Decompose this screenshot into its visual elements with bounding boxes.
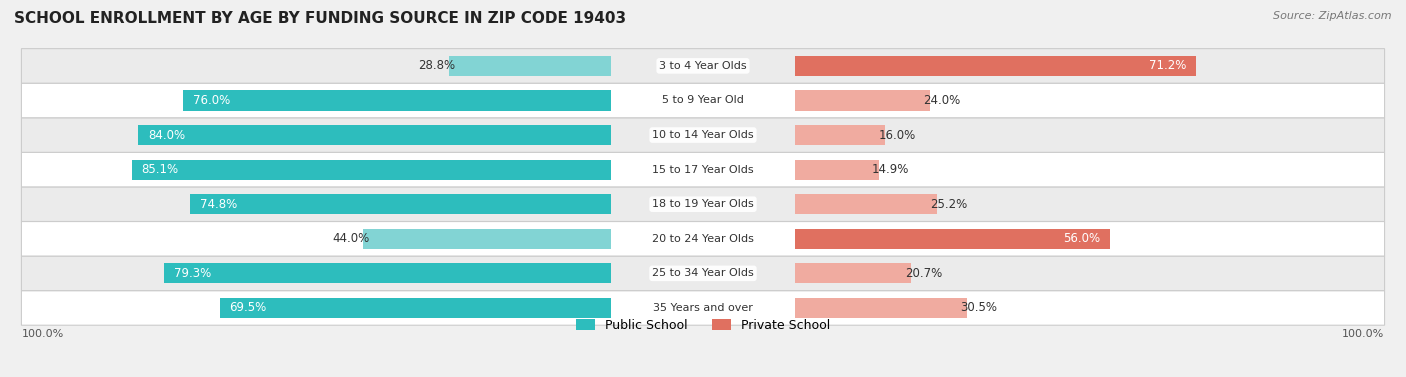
Text: 74.8%: 74.8% xyxy=(200,198,236,211)
Text: 28.8%: 28.8% xyxy=(419,60,456,72)
FancyBboxPatch shape xyxy=(21,118,1385,152)
Text: 85.1%: 85.1% xyxy=(142,163,179,176)
Text: 25 to 34 Year Olds: 25 to 34 Year Olds xyxy=(652,268,754,278)
Bar xyxy=(183,90,612,110)
Text: 20 to 24 Year Olds: 20 to 24 Year Olds xyxy=(652,234,754,244)
Text: 35 Years and over: 35 Years and over xyxy=(652,303,754,313)
FancyBboxPatch shape xyxy=(21,152,1385,187)
Bar xyxy=(794,159,879,180)
FancyBboxPatch shape xyxy=(21,83,1385,118)
Bar xyxy=(794,298,966,318)
Text: 84.0%: 84.0% xyxy=(148,129,184,141)
Text: 25.2%: 25.2% xyxy=(931,198,967,211)
Text: 5 to 9 Year Old: 5 to 9 Year Old xyxy=(662,95,744,106)
Text: 14.9%: 14.9% xyxy=(872,163,910,176)
FancyBboxPatch shape xyxy=(21,291,1385,325)
Bar xyxy=(363,229,612,249)
Text: 76.0%: 76.0% xyxy=(193,94,231,107)
Text: 30.5%: 30.5% xyxy=(960,302,997,314)
FancyBboxPatch shape xyxy=(21,256,1385,291)
Text: 18 to 19 Year Olds: 18 to 19 Year Olds xyxy=(652,199,754,209)
Bar xyxy=(794,194,936,214)
FancyBboxPatch shape xyxy=(21,187,1385,222)
Bar xyxy=(165,263,612,284)
Text: 20.7%: 20.7% xyxy=(905,267,942,280)
Bar xyxy=(190,194,612,214)
Legend: Public School, Private School: Public School, Private School xyxy=(571,314,835,337)
Bar xyxy=(794,56,1197,76)
Bar xyxy=(794,229,1111,249)
Text: 79.3%: 79.3% xyxy=(174,267,211,280)
Text: 16.0%: 16.0% xyxy=(879,129,915,141)
Text: 3 to 4 Year Olds: 3 to 4 Year Olds xyxy=(659,61,747,71)
Text: Source: ZipAtlas.com: Source: ZipAtlas.com xyxy=(1274,11,1392,21)
Text: 69.5%: 69.5% xyxy=(229,302,267,314)
Text: 100.0%: 100.0% xyxy=(21,329,63,339)
Bar xyxy=(794,90,929,110)
Text: 100.0%: 100.0% xyxy=(1343,329,1385,339)
Bar xyxy=(449,56,612,76)
FancyBboxPatch shape xyxy=(21,49,1385,83)
Text: 71.2%: 71.2% xyxy=(1149,60,1187,72)
Bar xyxy=(794,263,911,284)
FancyBboxPatch shape xyxy=(21,222,1385,256)
Text: 56.0%: 56.0% xyxy=(1063,232,1101,245)
Text: 44.0%: 44.0% xyxy=(333,232,370,245)
Text: 24.0%: 24.0% xyxy=(924,94,960,107)
Bar xyxy=(138,125,612,145)
Text: 10 to 14 Year Olds: 10 to 14 Year Olds xyxy=(652,130,754,140)
Bar xyxy=(219,298,612,318)
Text: SCHOOL ENROLLMENT BY AGE BY FUNDING SOURCE IN ZIP CODE 19403: SCHOOL ENROLLMENT BY AGE BY FUNDING SOUR… xyxy=(14,11,626,26)
Bar xyxy=(132,159,612,180)
Text: 15 to 17 Year Olds: 15 to 17 Year Olds xyxy=(652,165,754,175)
Bar xyxy=(794,125,884,145)
